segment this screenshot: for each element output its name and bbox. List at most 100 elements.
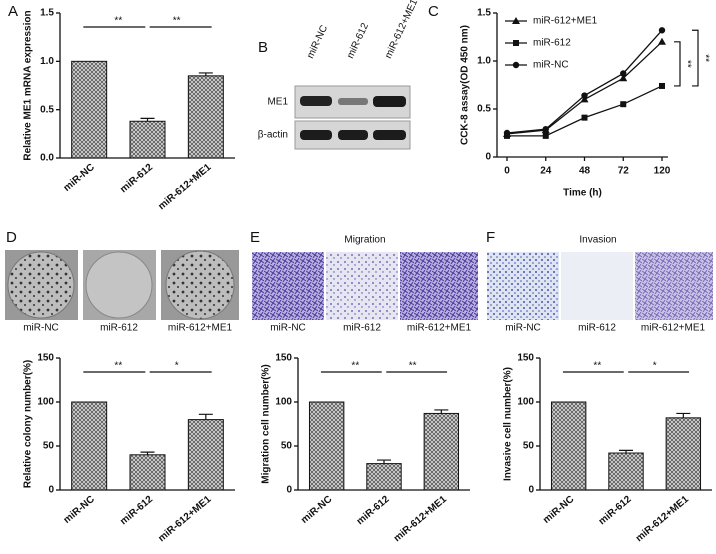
x-tick-label: miR-612+ME1 [634,494,691,545]
error-bar [619,449,633,454]
error-bar [676,412,691,418]
x-tick-label: 0 [504,166,510,177]
image-label: miR-612+ME1 [641,323,706,334]
x-tick-label: miR-612+ME1 [156,494,213,545]
colony-images [5,250,239,320]
marker [503,129,511,137]
marker [658,27,666,34]
marker [542,125,549,133]
legend-label: miR-612 [533,38,571,49]
y-tick-label: 1.5 [40,8,54,19]
row-label: ME1 [267,97,288,108]
y-tick-label: 1.5 [477,8,491,19]
x-tick-label: miR-NC [541,494,576,526]
x-tick-label: miR-NC [62,162,97,194]
y-tick-label: 0 [485,152,491,163]
y-tick-label: 1.0 [477,56,491,67]
x-tick-label: miR-NC [299,494,334,526]
significance-label: * [175,361,179,372]
y-tick-label: 150 [517,353,534,364]
significance-label: ** [409,361,417,372]
bar [71,60,108,159]
legend-marker [512,61,520,69]
bar [665,417,702,491]
significance-label: ** [114,361,122,372]
y-axis-label: Invasive cell number(%) [503,367,514,481]
x-tick-label: 72 [618,166,630,177]
significance-label: ** [351,361,359,372]
lane-label: miR-612 [345,21,371,60]
marker [580,95,589,103]
y-axis-label: Migration cell number(%) [261,364,272,483]
image-label: miR-612 [578,323,616,334]
panel-label: B [258,39,268,56]
y-tick-label: 1.0 [40,56,54,67]
y-tick-label: 50 [43,441,55,452]
marker [619,74,628,82]
bar [366,463,402,491]
row-label: β-actin [258,130,288,141]
panel-label: E [250,229,260,246]
y-tick-label: 0.0 [40,153,54,164]
marker [658,37,666,45]
bar [423,412,460,491]
y-tick-label: 50 [281,441,293,452]
significance-label: * [653,361,657,372]
x-tick-label: miR-612 [118,162,155,196]
error-bar [140,117,155,122]
section-title: Invasion [579,235,616,246]
significance-bracket [674,41,681,87]
x-tick-label: 48 [579,166,591,177]
marker [659,82,665,89]
bar [187,75,224,159]
marker [620,101,627,108]
significance-label: ** [173,16,181,27]
x-tick-label: miR-612+ME1 [392,494,449,545]
y-tick-label: 50 [523,441,535,452]
significance-label: ** [699,54,710,62]
error-bar [198,72,213,76]
y-tick-label: 100 [275,397,292,408]
image-label: miR-NC [270,323,306,334]
y-tick-label: 0 [48,485,54,496]
significance-label: ** [681,60,692,68]
marker [581,92,588,99]
image-label: miR-NC [505,323,541,334]
error-bar [140,451,155,455]
image-label: miR-612 [100,323,138,334]
y-tick-label: 100 [517,397,534,408]
y-tick-label: 150 [37,353,54,364]
y-tick-label: 150 [275,353,292,364]
image-label: miR-612 [343,323,381,334]
image-label: miR-NC [23,323,59,334]
legend-label: miR-NC [533,60,569,71]
panel-label: C [428,3,439,20]
x-tick-label: miR-612 [597,494,634,528]
error-bar [377,459,391,464]
legend-label: miR-612+ME1 [533,16,598,27]
legend-marker [512,17,520,24]
panel-label: F [486,229,495,246]
marker [620,70,627,77]
image-label: miR-612+ME1 [168,323,233,334]
y-tick-label: 0 [528,485,534,496]
y-tick-label: 0 [286,485,292,496]
image-label: miR-612+ME1 [407,323,472,334]
significance-label: ** [114,16,122,27]
lane-label: miR-NC [305,24,330,61]
panel-label: D [6,229,17,246]
error-bar [198,413,213,420]
migration-images [252,252,478,320]
section-title: Migration [344,235,385,246]
lane-label: miR-612+ME1 [383,0,420,60]
x-tick-label: 24 [540,166,552,177]
y-tick-label: 0.5 [40,104,54,115]
x-tick-label: miR-612 [355,494,392,528]
y-tick-label: 100 [37,397,54,408]
significance-label: ** [593,361,601,372]
y-axis-label: Relative ME1 mRNA expression [23,10,34,160]
invasion-images [487,252,713,320]
panel-label: A [8,3,18,20]
bar [129,120,166,159]
significance-bracket [692,29,699,87]
